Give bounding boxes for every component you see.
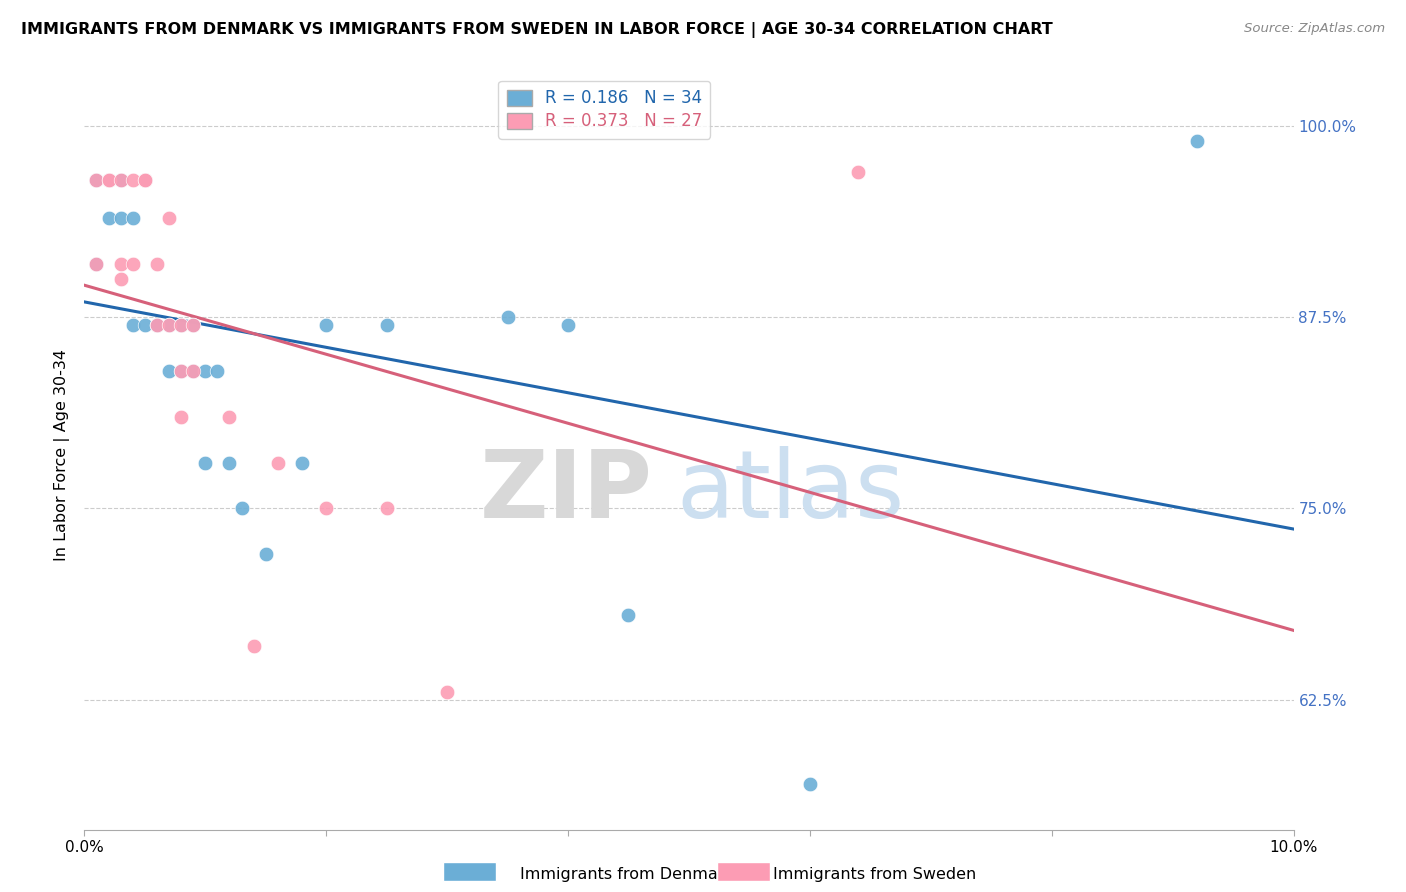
Point: [194, 456, 217, 470]
Point: [157, 318, 180, 332]
Point: [146, 318, 169, 332]
Point: [121, 318, 143, 332]
Point: [110, 172, 132, 186]
Point: [121, 172, 143, 186]
Point: [157, 211, 180, 225]
Point: [86, 257, 108, 271]
Point: [97, 172, 120, 186]
Point: [194, 364, 217, 378]
Point: [134, 172, 156, 186]
Point: [134, 172, 156, 186]
Legend: R = 0.186   N = 34, R = 0.373   N = 27: R = 0.186 N = 34, R = 0.373 N = 27: [498, 81, 710, 139]
Point: [181, 318, 204, 332]
Point: [97, 172, 120, 186]
Point: [121, 211, 143, 225]
Point: [121, 257, 143, 271]
Point: [496, 310, 519, 325]
Point: [157, 318, 180, 332]
Point: [436, 685, 458, 699]
Point: [146, 257, 169, 271]
Point: [267, 456, 290, 470]
Point: [181, 364, 204, 378]
Point: [315, 501, 337, 516]
Point: [170, 318, 193, 332]
Point: [218, 456, 240, 470]
Point: [218, 409, 240, 424]
Point: [157, 364, 180, 378]
Point: [146, 318, 169, 332]
Point: [617, 608, 640, 623]
Point: [375, 501, 398, 516]
Point: [1185, 135, 1208, 149]
Point: [231, 501, 253, 516]
Point: [110, 172, 132, 186]
Point: [97, 211, 120, 225]
Point: [86, 172, 108, 186]
Point: [315, 318, 337, 332]
Point: [110, 272, 132, 286]
Point: [799, 777, 821, 791]
Point: [254, 547, 277, 561]
Point: [170, 409, 193, 424]
Point: [846, 165, 869, 179]
Point: [181, 318, 204, 332]
Text: Immigrants from Denmark: Immigrants from Denmark: [520, 867, 734, 881]
Point: [134, 172, 156, 186]
Point: [242, 639, 264, 653]
Point: [170, 364, 193, 378]
Text: atlas: atlas: [676, 446, 905, 539]
Point: [375, 318, 398, 332]
Text: Immigrants from Sweden: Immigrants from Sweden: [773, 867, 977, 881]
Point: [170, 318, 193, 332]
Point: [146, 318, 169, 332]
Point: [181, 364, 204, 378]
Point: [97, 172, 120, 186]
Point: [134, 318, 156, 332]
Point: [291, 456, 314, 470]
Point: [110, 211, 132, 225]
Text: ZIP: ZIP: [479, 446, 652, 539]
Point: [134, 172, 156, 186]
Point: [110, 257, 132, 271]
Point: [170, 364, 193, 378]
Y-axis label: In Labor Force | Age 30-34: In Labor Force | Age 30-34: [55, 349, 70, 561]
Point: [557, 318, 579, 332]
Point: [207, 364, 229, 378]
Point: [86, 172, 108, 186]
Text: Source: ZipAtlas.com: Source: ZipAtlas.com: [1244, 22, 1385, 36]
Text: IMMIGRANTS FROM DENMARK VS IMMIGRANTS FROM SWEDEN IN LABOR FORCE | AGE 30-34 COR: IMMIGRANTS FROM DENMARK VS IMMIGRANTS FR…: [21, 22, 1053, 38]
Point: [86, 257, 108, 271]
Point: [97, 172, 120, 186]
